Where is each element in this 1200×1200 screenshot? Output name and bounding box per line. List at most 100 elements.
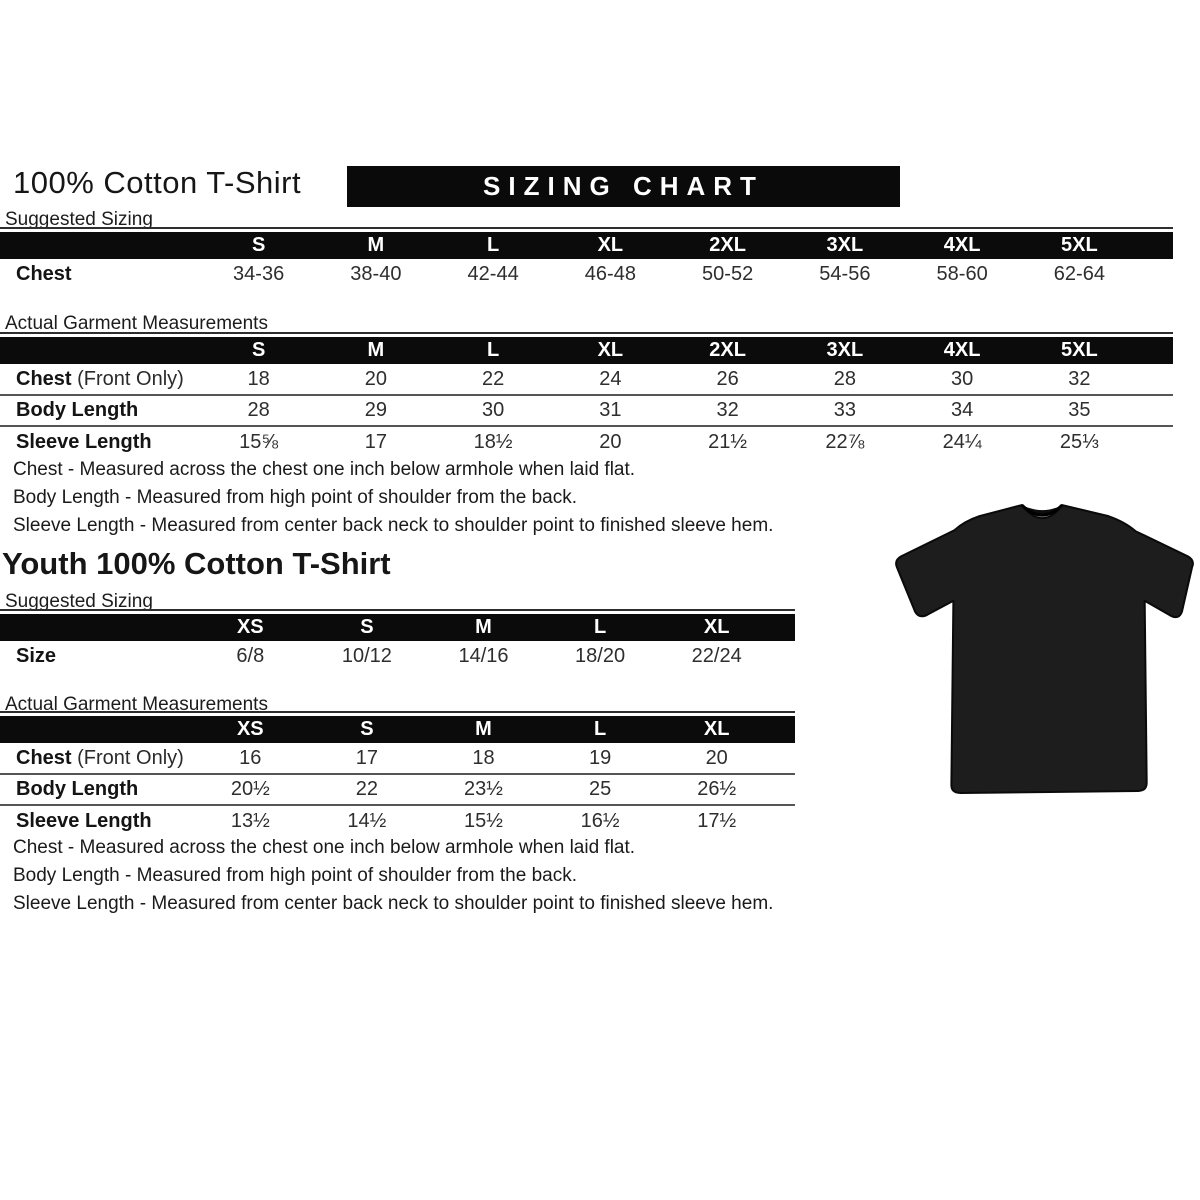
- measurement-row: Sleeve Length 13½ 14½ 15½ 16½ 17½: [0, 804, 795, 836]
- size-column-header: XL: [703, 616, 730, 638]
- measurement-value: 30: [951, 367, 974, 390]
- measurement-row-label: Chest: [16, 263, 72, 285]
- header-spacer-cell: [1138, 232, 1173, 259]
- measurement-value: 18: [472, 746, 495, 769]
- size-header-row: XS S M L XL: [0, 614, 795, 641]
- measurement-value: 22: [308, 773, 426, 805]
- measurement-value: 19: [588, 746, 612, 769]
- size-column-header: L: [593, 616, 607, 638]
- measurement-value: 18: [247, 367, 270, 390]
- measurement-value: 6/8: [236, 645, 265, 667]
- measurement-value: 16½: [541, 804, 659, 836]
- measurement-value: 17: [317, 425, 435, 457]
- size-column-header: 2XL: [709, 339, 746, 361]
- measurement-row: Body Length 28 29 30 31 32 33 34 35: [0, 394, 1173, 426]
- row-spacer-cell: [1138, 425, 1173, 457]
- measurement-value: 28: [833, 367, 856, 390]
- size-column-header: M: [475, 616, 492, 638]
- measurement-value: 29: [317, 394, 435, 426]
- page-title: 100% Cotton T-Shirt: [13, 165, 302, 200]
- measurement-value: 25: [541, 773, 659, 805]
- youth-suggested-sizing-label: Suggested Sizing: [5, 591, 153, 612]
- adult-suggested-sizing-table: S M L XL 2XL 3XL 4XL 5XL Chest 34-36 38-40 42-44 46-…: [0, 227, 1173, 290]
- note-body-length: Body Length - Measured from high point o…: [13, 487, 577, 508]
- header-spacer-cell: [1138, 337, 1173, 364]
- measurement-row: Chest (Front Only) 16 17 18 19 20: [0, 743, 795, 774]
- size-column-header: L: [593, 718, 607, 740]
- header-spacer-cell: [0, 232, 200, 259]
- size-header-row: S M L XL 2XL 3XL 4XL 5XL: [0, 232, 1173, 259]
- size-column-header: 4XL: [943, 339, 981, 361]
- measurement-value: 33: [786, 394, 904, 426]
- measurement-value: 10/12: [341, 645, 392, 667]
- measurement-row-label: Size: [16, 645, 57, 667]
- measurement-value: 20: [551, 425, 669, 457]
- size-column-header: S: [251, 234, 266, 256]
- measurement-value: 15⅝: [200, 425, 318, 457]
- measurement-value: 24: [599, 367, 622, 390]
- measurement-value: 17: [355, 746, 379, 769]
- size-table: S M L XL 2XL 3XL 4XL 5XL Chest (Front Only) 18 20 2…: [0, 337, 1173, 457]
- size-column-header: 5XL: [1061, 339, 1098, 361]
- size-column-header: S: [251, 339, 266, 361]
- measurement-row-label: Chest (Front Only): [16, 367, 184, 390]
- measurement-value: 21½: [669, 425, 787, 457]
- measurement-value: 16: [239, 746, 262, 769]
- youth-actual-measurements-label: Actual Garment Measurements: [5, 694, 268, 715]
- size-table: XS S M L XL Size 6/8 10/12 14/16 18/20 22/24: [0, 614, 795, 672]
- adult-measurement-notes: Chest - Measured across the chest one in…: [13, 460, 773, 544]
- measurement-value: 24¼: [903, 425, 1021, 457]
- note-sleeve-length: Sleeve Length - Measured from center bac…: [13, 893, 774, 914]
- measurement-value: 22⅞: [786, 425, 904, 457]
- header-spacer-cell: [0, 337, 200, 364]
- measurement-value: 22: [482, 367, 505, 390]
- measurement-value: 38-40: [350, 263, 402, 285]
- measurement-value: 28: [200, 394, 318, 426]
- measurement-row-label: Sleeve Length: [0, 804, 192, 836]
- measurement-row: Chest 34-36 38-40 42-44 46-48 50-52 54-56 58-60…: [0, 259, 1173, 290]
- measurement-row-label: Body Length: [0, 394, 200, 426]
- tshirt-image: [895, 503, 1194, 794]
- size-column-header: 3XL: [826, 234, 864, 256]
- size-column-header: M: [367, 339, 385, 361]
- row-spacer-cell: [1138, 394, 1173, 426]
- row-spacer-cell: [775, 641, 795, 672]
- youth-title: Youth 100% Cotton T-Shirt: [2, 546, 391, 581]
- row-spacer-cell: [1138, 259, 1173, 290]
- measurement-value: 26: [716, 367, 739, 390]
- measurement-value: 25⅓: [1020, 425, 1138, 457]
- header-spacer-cell: [0, 614, 192, 641]
- row-spacer-cell: [775, 743, 795, 774]
- size-table: S M L XL 2XL 3XL 4XL 5XL Chest 34-36 38-40 42-44 46-…: [0, 232, 1173, 290]
- size-column-header: L: [487, 339, 500, 361]
- size-column-header: XL: [703, 718, 730, 740]
- measurement-value: 35: [1020, 394, 1138, 426]
- measurement-value: 22/24: [691, 645, 742, 667]
- measurement-value: 32: [669, 394, 787, 426]
- size-column-header: XL: [597, 339, 624, 361]
- size-table: XS S M L XL Chest (Front Only) 16 17 18 19 20 Body …: [0, 716, 795, 836]
- measurement-value: 18½: [434, 425, 552, 457]
- size-column-header: 3XL: [826, 339, 864, 361]
- size-column-header: S: [360, 718, 374, 740]
- header-spacer-cell: [775, 614, 795, 641]
- measurement-value: 18/20: [575, 645, 626, 667]
- measurement-value: 20: [364, 367, 387, 390]
- size-column-header: L: [487, 234, 500, 256]
- measurement-row: Chest (Front Only) 18 20 22 24 26 28 30 32: [0, 364, 1173, 395]
- size-column-header: 4XL: [943, 234, 981, 256]
- measurement-value: 46-48: [584, 263, 636, 285]
- row-spacer-cell: [1138, 364, 1173, 395]
- adult-actual-measurements-table: S M L XL 2XL 3XL 4XL 5XL Chest (Front Only) 18 20 2…: [0, 332, 1173, 457]
- youth-actual-measurements-table: XS S M L XL Chest (Front Only) 16 17 18 19 20 Body …: [0, 711, 795, 836]
- measurement-value: 34: [903, 394, 1021, 426]
- measurement-value: 26½: [658, 773, 775, 805]
- measurement-value: 13½: [192, 804, 309, 836]
- row-spacer-cell: [775, 804, 795, 836]
- tshirt-body-shape: [895, 504, 1194, 794]
- measurement-row: Sleeve Length 15⅝ 17 18½ 20 21½ 22⅞ 24¼ 25⅓: [0, 425, 1173, 457]
- note-sleeve-length: Sleeve Length - Measured from center bac…: [13, 515, 774, 536]
- header-spacer-cell: [775, 716, 795, 743]
- measurement-row-label: Sleeve Length: [0, 425, 200, 457]
